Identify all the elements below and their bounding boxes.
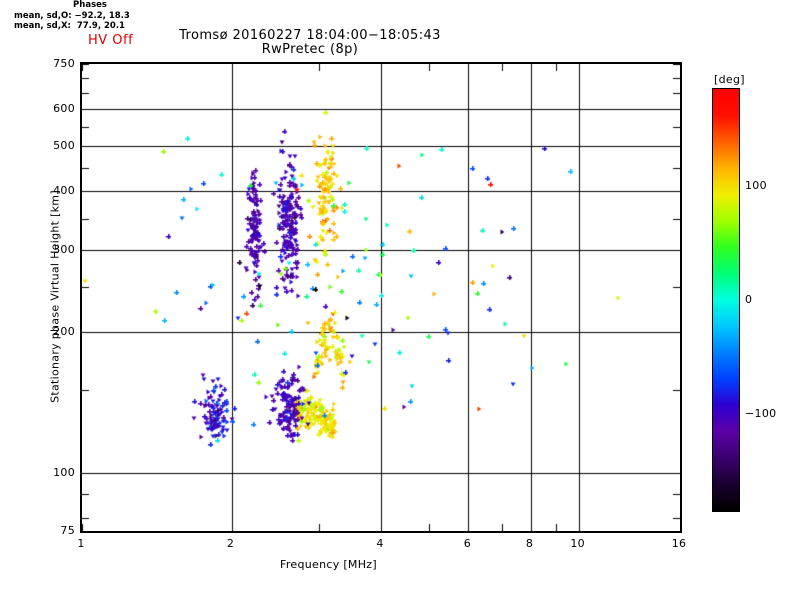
y-tick-label-750: 750	[53, 57, 75, 70]
x-tick-label-4: 4	[376, 537, 384, 550]
colorbar-tick-1: 0	[745, 293, 753, 306]
y-tick-label-600: 600	[53, 102, 75, 116]
hv-status-label: HV Off	[88, 33, 134, 48]
x-tick-label-2: 2	[226, 537, 235, 550]
y-tick-label-500: 500	[53, 139, 75, 153]
phase-statistics-block: Phases mean, sd,O: −92.2, 18.3 mean, sd,…	[0, 0, 180, 32]
scatter-plot-canvas	[82, 64, 680, 531]
colorbar-unit-label: [deg]	[714, 73, 745, 86]
y-tick-label-400: 400	[53, 184, 75, 198]
y-axis-label: Stationary phase Virtual Height [km]	[48, 190, 62, 403]
page-title: Tromsø 20160227 18:04:00−18:05:43	[179, 28, 441, 43]
colorbar-tick-0: 100	[745, 178, 767, 192]
x-tick-label-1: 1	[77, 537, 85, 550]
colorbar-gradient	[713, 89, 739, 511]
x-tick-label-16: 16	[671, 537, 687, 550]
x-tick-label-8: 8	[525, 537, 534, 550]
phase-stats-heading: Phases	[73, 0, 107, 10]
x-tick-label-10: 10	[570, 537, 585, 550]
y-tick-label-300: 300	[53, 242, 75, 256]
phase-stats-o-mode: mean, sd,O: −92.2, 18.3	[14, 10, 130, 21]
colorbar	[712, 88, 740, 512]
y-tick-label-200: 200	[53, 325, 75, 339]
scatter-plot-area	[80, 62, 682, 533]
phase-stats-x-mode: mean, sd,X: 77.9, 20.1	[14, 21, 125, 31]
x-tick-label-6: 6	[463, 537, 472, 550]
page-subtitle: RwPretec (8p)	[261, 42, 359, 57]
y-tick-label-75: 75	[60, 524, 75, 537]
colorbar-tick-2: −100	[745, 407, 777, 421]
x-axis-label: Frequency [MHz]	[280, 558, 377, 571]
y-tick-label-100: 100	[53, 465, 75, 479]
